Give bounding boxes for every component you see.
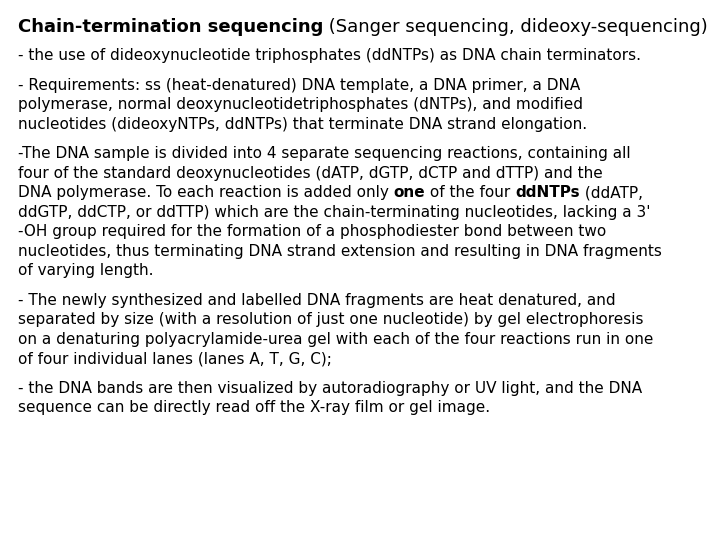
Text: of four individual lanes (lanes A, T, G, C);: of four individual lanes (lanes A, T, G,… — [18, 351, 332, 366]
Text: ddGTP, ddCTP, or ddTTP) which are the chain-terminating nucleotides, lacking a 3: ddGTP, ddCTP, or ddTTP) which are the ch… — [18, 205, 650, 220]
Text: - Requirements: ss (heat-denatured) DNA template, a DNA primer, a DNA: - Requirements: ss (heat-denatured) DNA … — [18, 78, 580, 93]
Text: separated by size (with a resolution of just one nucleotide) by gel electrophore: separated by size (with a resolution of … — [18, 312, 644, 327]
Text: four of the standard deoxynucleotides (dATP, dGTP, dCTP and dTTP) and the: four of the standard deoxynucleotides (d… — [18, 166, 603, 181]
Text: on a denaturing polyacrylamide-urea gel with each of the four reactions run in o: on a denaturing polyacrylamide-urea gel … — [18, 332, 653, 347]
Text: - the use of dideoxynucleotide triphosphates (ddNTPs) as DNA chain terminators.: - the use of dideoxynucleotide triphosph… — [18, 48, 641, 63]
Text: one: one — [394, 185, 426, 200]
Text: of the four: of the four — [426, 185, 516, 200]
Text: (Sanger sequencing, dideoxy-sequencing): (Sanger sequencing, dideoxy-sequencing) — [323, 18, 708, 36]
Text: polymerase, normal deoxynucleotidetriphosphates (dNTPs), and modified: polymerase, normal deoxynucleotidetripho… — [18, 97, 583, 112]
Text: of varying length.: of varying length. — [18, 263, 153, 278]
Text: Chain-termination sequencing: Chain-termination sequencing — [18, 18, 323, 36]
Text: nucleotides (dideoxyNTPs, ddNTPs) that terminate DNA strand elongation.: nucleotides (dideoxyNTPs, ddNTPs) that t… — [18, 117, 587, 132]
Text: - The newly synthesized and labelled DNA fragments are heat denatured, and: - The newly synthesized and labelled DNA… — [18, 293, 616, 308]
Text: (ddATP,: (ddATP, — [580, 185, 643, 200]
Text: - the DNA bands are then visualized by autoradiography or UV light, and the DNA: - the DNA bands are then visualized by a… — [18, 381, 642, 396]
Text: -The DNA sample is divided into 4 separate sequencing reactions, containing all: -The DNA sample is divided into 4 separa… — [18, 146, 631, 161]
Text: sequence can be directly read off the X-ray film or gel image.: sequence can be directly read off the X-… — [18, 400, 490, 415]
Text: DNA polymerase. To each reaction is added only: DNA polymerase. To each reaction is adde… — [18, 185, 394, 200]
Text: ddNTPs: ddNTPs — [516, 185, 580, 200]
Text: nucleotides, thus terminating DNA strand extension and resulting in DNA fragment: nucleotides, thus terminating DNA strand… — [18, 244, 662, 259]
Text: -OH group required for the formation of a phosphodiester bond between two: -OH group required for the formation of … — [18, 224, 606, 239]
